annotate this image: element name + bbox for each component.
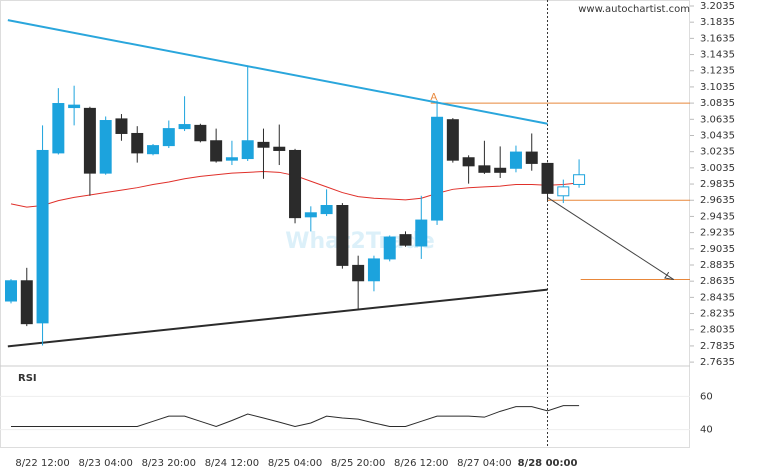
candle-body	[446, 119, 459, 161]
candle-body	[257, 141, 270, 148]
y-tick-label: 2.7835	[700, 341, 735, 352]
arrow-head	[664, 271, 674, 281]
candle-body	[431, 116, 444, 221]
pattern-label: A	[430, 92, 437, 103]
x-tick-label: 8/24 12:00	[205, 458, 259, 469]
candle-body	[352, 264, 365, 282]
y-tick-label: 3.0835	[700, 98, 735, 109]
candle-body	[415, 219, 428, 247]
candle-body	[336, 205, 349, 266]
candle-body	[115, 118, 128, 134]
candle-body	[289, 149, 302, 219]
candle-body	[367, 258, 380, 282]
x-tick-label: 8/27 04:00	[457, 458, 511, 469]
y-tick-label: 2.9435	[700, 211, 735, 222]
y-tick-label: 3.0235	[700, 147, 735, 158]
candle-body	[99, 120, 112, 174]
candle-body	[509, 151, 522, 169]
candle-body	[320, 205, 333, 215]
y-tick-label: 2.8835	[700, 260, 735, 271]
y-tick-label: 2.9035	[700, 244, 735, 255]
candle-body	[162, 128, 175, 147]
x-tick-label: 8/25 04:00	[268, 458, 322, 469]
y-tick-label: 2.9835	[700, 179, 735, 190]
y-tick-label: 3.2035	[700, 1, 735, 12]
y-tick-label: 3.1235	[700, 66, 735, 77]
x-tick-label: 8/28 00:00	[518, 458, 578, 469]
y-tick-label: 3.0435	[700, 130, 735, 141]
candle-body	[462, 157, 475, 167]
candle-body	[36, 149, 49, 324]
candle-body	[210, 140, 223, 162]
candle-body	[494, 167, 507, 173]
y-tick-label: 3.0635	[700, 114, 735, 125]
candle-body	[304, 212, 317, 218]
x-tick-label: 8/26 12:00	[394, 458, 448, 469]
y-tick-label: 3.1435	[700, 50, 735, 61]
y-tick-label: 2.8635	[700, 276, 735, 287]
y-tick-label: 2.8235	[700, 309, 735, 320]
y-tick-label: 3.1035	[700, 82, 735, 93]
y-tick-label: 3.1835	[700, 17, 735, 28]
y-tick-label: 3.0035	[700, 163, 735, 174]
candle-body	[273, 146, 286, 151]
y-tick-label: 2.9235	[700, 228, 735, 239]
x-tick-label: 8/25 20:00	[331, 458, 385, 469]
candle-body	[131, 132, 144, 154]
candle-body	[83, 107, 96, 174]
x-tick-label: 8/23 20:00	[142, 458, 196, 469]
y-tick-label: 60	[700, 391, 713, 402]
candle-body	[557, 186, 570, 197]
trendline	[7, 19, 548, 125]
candle-body	[241, 140, 254, 160]
candle-body	[194, 124, 207, 142]
candle-body	[178, 124, 191, 130]
plot-frame	[0, 0, 690, 448]
candle-body	[541, 162, 554, 194]
candle-body	[20, 280, 33, 325]
x-tick-label: 8/22 12:00	[15, 458, 69, 469]
y-tick-label: 2.8435	[700, 292, 735, 303]
y-tick-label: 40	[700, 425, 713, 436]
candle-body	[147, 145, 160, 155]
rsi-title: RSI	[18, 373, 37, 384]
watermark: What2Trade	[285, 229, 435, 254]
candle-body	[68, 104, 81, 109]
forecast-arrow	[547, 196, 675, 280]
candle-body	[52, 103, 65, 154]
y-tick-label: 2.7635	[700, 357, 735, 368]
y-tick-label: 3.1635	[700, 33, 735, 44]
candle-body	[5, 280, 17, 302]
y-tick-label: 2.9635	[700, 195, 735, 206]
rsi-line	[11, 405, 580, 428]
x-tick-label: 8/23 04:00	[78, 458, 132, 469]
candle-body	[399, 234, 412, 246]
candle-body	[383, 236, 396, 260]
candle-body	[478, 165, 491, 173]
trendline	[7, 288, 548, 348]
candle-body	[225, 157, 238, 161]
source: www.autochartist.com	[578, 4, 690, 15]
candle-body	[573, 174, 586, 185]
candle-body	[525, 151, 538, 164]
y-tick-label: 2.8035	[700, 325, 735, 336]
